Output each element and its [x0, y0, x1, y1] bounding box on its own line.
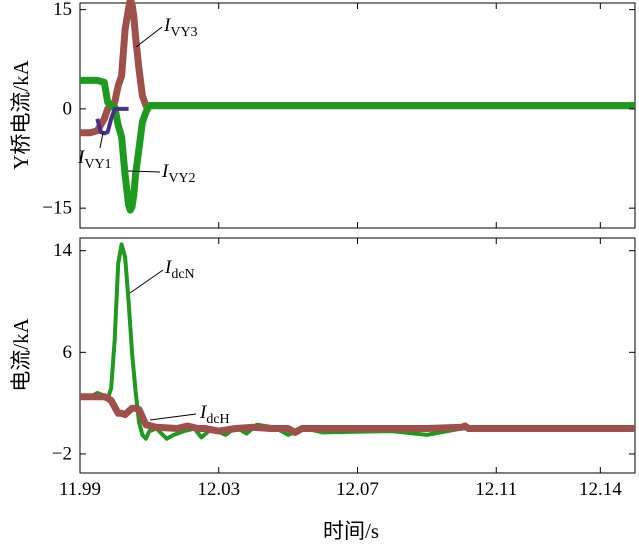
annotation-idcn: IdcN [164, 257, 195, 282]
top-series-group [80, 0, 635, 214]
annotation-leader-idcn [129, 269, 164, 294]
bottom-series-group [80, 242, 635, 441]
annotation-leader-idch [149, 413, 197, 421]
x-tick-label: 12.14 [579, 479, 622, 500]
x-tick-label: 12.11 [475, 479, 517, 500]
x-tick-label: 11.99 [59, 479, 101, 500]
annotation-ivy1: IVY1 [77, 147, 112, 172]
bottom-y-ticks: 14 6 −2 [52, 240, 635, 464]
y-tick-label: 15 [53, 0, 72, 20]
annotation-leader-ivy3 [135, 26, 163, 48]
top-y-axis-label: Y桥电流/kA [9, 59, 33, 169]
x-tick-label: 12.03 [197, 479, 240, 500]
y-tick-label: −2 [52, 443, 72, 464]
annotation-ivy2: IVY2 [161, 161, 196, 186]
top-plot-frame [79, 2, 636, 229]
series-line-ivy1 [95, 106, 129, 136]
series-line-ivy2 [80, 76, 635, 214]
series-line-idcn [80, 242, 635, 441]
y-tick-label: 0 [63, 98, 73, 119]
top-y-ticks: 15 0 −15 [42, 0, 635, 219]
top-x-ticks [79, 3, 601, 228]
annotation-idch: IdcH [199, 402, 230, 427]
bottom-panel: 14 6 −2 11.99 12.03 12.07 12.11 12.14 电流/kA Id… [9, 237, 636, 500]
x-axis-label: 时间/s [323, 519, 379, 543]
top-panel: 15 0 −15 Y桥电流/kA IVY3 IVY2 IVY1 [9, 0, 636, 229]
y-tick-label: 14 [53, 240, 73, 261]
annotation-leader-ivy2 [127, 170, 161, 173]
x-tick-label: 12.07 [336, 479, 379, 500]
annotation-leader-ivy1 [99, 132, 104, 149]
bottom-y-axis-label: 电流/kA [9, 317, 33, 391]
annotation-ivy3: IVY3 [163, 15, 198, 40]
y-tick-label: 6 [63, 342, 73, 363]
y-tick-label: −15 [42, 198, 72, 219]
series-line-idch [80, 393, 635, 436]
bottom-x-ticks: 11.99 12.03 12.07 12.11 12.14 [59, 238, 622, 500]
